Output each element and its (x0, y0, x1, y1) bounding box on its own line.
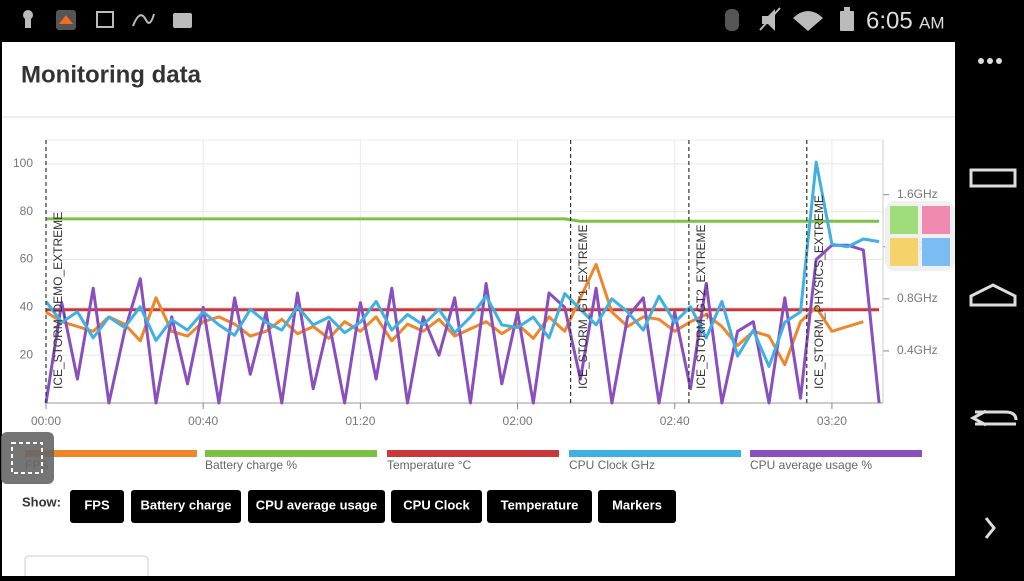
x-tick-label: 03:20 (817, 414, 847, 428)
bottom-box[interactable] (24, 555, 149, 581)
legend-swatch[interactable] (387, 450, 559, 457)
y-tick-label: 60 (20, 252, 34, 266)
button-bg[interactable] (70, 490, 124, 523)
legend-swatch[interactable] (25, 450, 197, 457)
overlay-app-icon[interactable] (885, 201, 955, 271)
status-icons (23, 7, 854, 31)
x-tick-label: 00:00 (31, 414, 61, 428)
legend-label[interactable]: Temperature °C (387, 458, 471, 472)
legend-label[interactable]: CPU average usage % (750, 458, 872, 472)
button-bg[interactable] (391, 490, 482, 523)
button-bg[interactable] (131, 490, 241, 523)
header-title: Monitoring data (21, 61, 202, 88)
nav-back[interactable] (969, 409, 1018, 427)
button-bg[interactable] (487, 490, 592, 523)
button-label[interactable]: Temperature (501, 497, 579, 512)
y2-tick-label: 0.4GHz (897, 343, 938, 357)
status-time: 6:05 (866, 7, 913, 34)
nav-bar (957, 40, 1024, 576)
button-label[interactable]: FPS (84, 497, 110, 512)
toggle-button[interactable]: Markers (598, 490, 676, 523)
series-line (45, 262, 864, 367)
nav-home[interactable] (969, 283, 1017, 307)
marker-label: ICE_STORM_DEMO_EXTREME (51, 212, 65, 389)
button-label[interactable]: Battery charge (140, 497, 231, 512)
series-line (44, 160, 880, 368)
nav-recent[interactable] (969, 168, 1017, 188)
legend-swatch[interactable] (750, 450, 922, 457)
marker-label: ICE_STORM_GT2_EXTREME (694, 225, 708, 389)
button-bg[interactable] (598, 490, 676, 523)
status-ampm: AM (919, 13, 945, 32)
y2-tick-label: 1.6GHz (897, 187, 938, 201)
marker-label: ICE_STORM_GT1_EXTREME (576, 225, 590, 389)
button-label[interactable]: CPU average usage (256, 497, 377, 512)
nav-forward[interactable] (984, 517, 996, 539)
x-tick-label: 02:00 (503, 414, 533, 428)
series-line (44, 243, 881, 405)
y-tick-label: 20 (20, 347, 34, 361)
x-tick-label: 00:40 (188, 414, 218, 428)
button-label[interactable]: CPU Clock (403, 497, 470, 512)
x-tick-label: 01:20 (345, 414, 375, 428)
toggle-button[interactable]: CPU Clock (391, 490, 482, 523)
toggle-button[interactable]: CPU average usage (248, 490, 385, 523)
y-tick-label: 80 (20, 204, 34, 218)
nav-icons (978, 58, 1002, 64)
show-label: Show: (22, 494, 61, 509)
legend-label[interactable]: CPU Clock GHz (569, 458, 655, 472)
button-label[interactable]: Markers (612, 497, 662, 512)
overlay-screenshot-icon[interactable] (1, 432, 54, 484)
legend-swatch[interactable] (569, 450, 741, 457)
y2-tick-label: 0.8GHz (897, 291, 938, 305)
marker-label: ICE_STORM_PHYSICS_EXTREME (812, 195, 826, 389)
toggle-button[interactable]: Temperature (487, 490, 592, 523)
y-tick-label: 100 (13, 156, 33, 170)
chart: 204060801000.4GHz0.8GHz1.2GHz1.6GHz00:00… (13, 139, 938, 472)
button-bg[interactable] (248, 490, 385, 523)
legend-swatch[interactable] (205, 450, 377, 457)
toggle-button[interactable]: Battery charge (131, 490, 241, 523)
x-tick-label: 02:40 (660, 414, 690, 428)
toggle-button[interactable]: FPS (70, 490, 124, 523)
button-row: FPS Battery charge CPU average usage CPU Cl… (70, 490, 676, 523)
series-line (46, 217, 880, 223)
legend-label[interactable]: Battery charge % (205, 458, 297, 472)
y-tick-label: 40 (20, 300, 34, 314)
